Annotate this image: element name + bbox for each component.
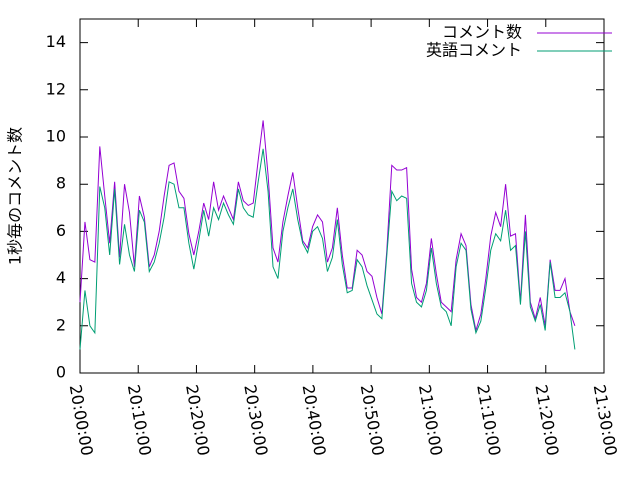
- series-line: [79, 120, 576, 331]
- y-tick-label: 6: [56, 221, 66, 240]
- x-tick-label: 21:10:00: [473, 383, 504, 457]
- x-tick-label: 20:10:00: [124, 383, 155, 457]
- y-axis-label: 1秒毎のコメント数: [6, 127, 25, 265]
- x-tick-label: 20:30:00: [240, 383, 271, 457]
- y-tick-label: 14: [46, 32, 66, 51]
- y-tick-label: 12: [46, 79, 66, 98]
- plot-frame: [79, 18, 605, 374]
- x-tick-label: 20:50:00: [357, 383, 388, 457]
- x-tick-label: 20:00:00: [66, 383, 97, 457]
- y-tick-label: 0: [56, 363, 66, 382]
- x-tick-label: 20:40:00: [299, 383, 330, 457]
- x-tick-label: 21:00:00: [415, 383, 446, 457]
- x-tick-label: 21:20:00: [531, 383, 562, 457]
- y-tick-label: 8: [56, 174, 66, 193]
- series-line: [79, 148, 576, 350]
- legend-label: 英語コメント: [426, 41, 522, 60]
- legend-label: コメント数: [442, 23, 522, 42]
- y-tick-label: 10: [46, 127, 66, 146]
- y-tick-label: 2: [56, 315, 66, 334]
- y-tick-label: 4: [56, 268, 66, 287]
- x-tick-label: 20:20:00: [182, 383, 213, 457]
- x-tick-label: 21:30:00: [590, 383, 621, 457]
